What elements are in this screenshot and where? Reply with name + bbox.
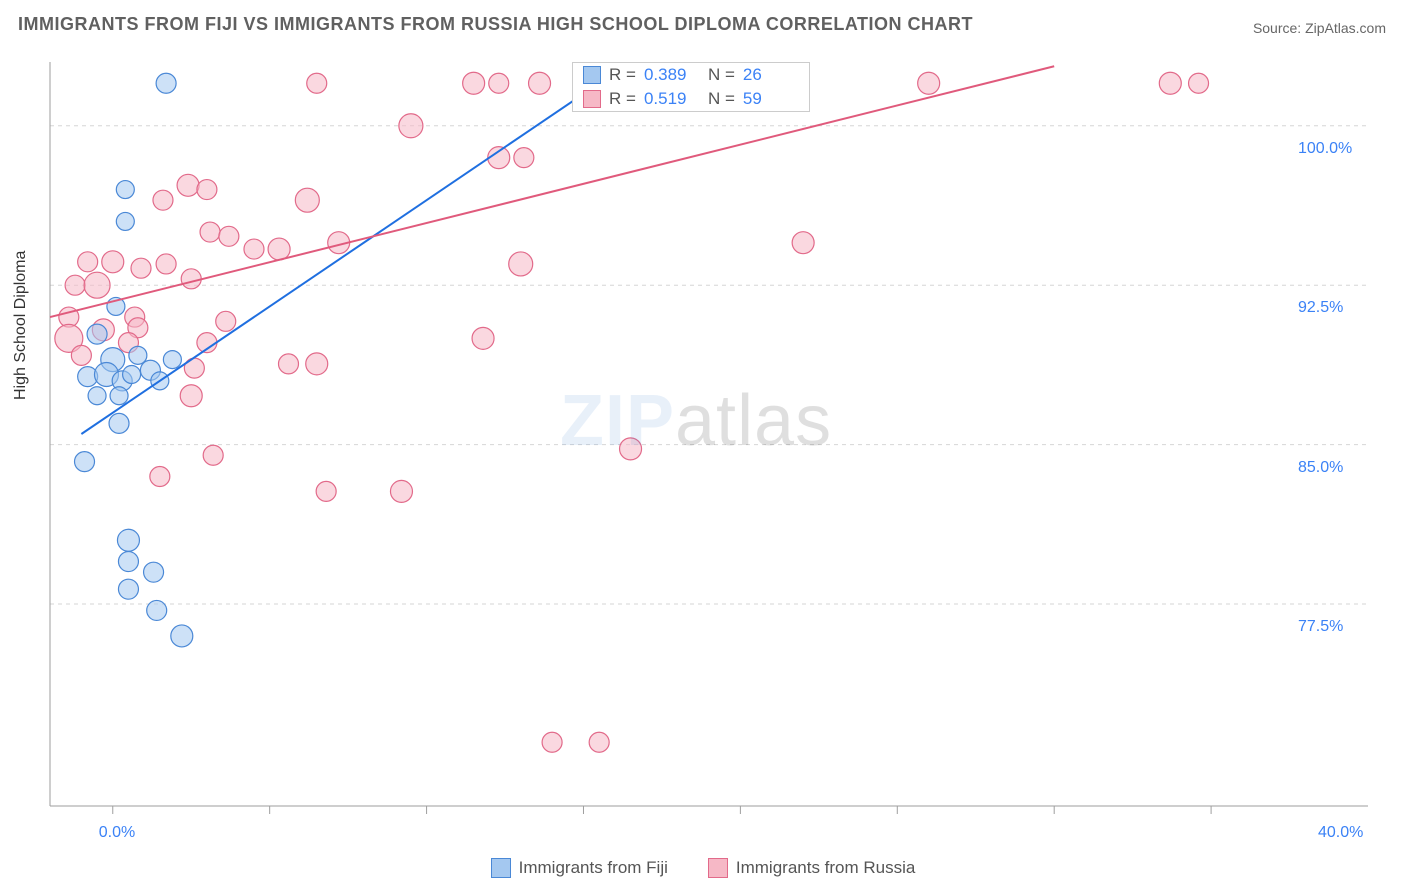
scatter-point xyxy=(1159,72,1181,94)
scatter-point xyxy=(84,272,110,298)
trend-line xyxy=(81,73,614,434)
chart-title: IMMIGRANTS FROM FIJI VS IMMIGRANTS FROM … xyxy=(18,14,973,35)
scatter-point xyxy=(65,275,85,295)
y-tick-label: 77.5% xyxy=(1298,618,1343,636)
swatch-russia xyxy=(583,90,601,108)
y-tick-label: 92.5% xyxy=(1298,299,1343,317)
scatter-point xyxy=(156,254,176,274)
scatter-point xyxy=(472,327,494,349)
stat-n-value-russia: 59 xyxy=(743,89,799,109)
scatter-point xyxy=(244,239,264,259)
scatter-point xyxy=(153,190,173,210)
scatter-point xyxy=(390,480,412,502)
source-link[interactable]: ZipAtlas.com xyxy=(1305,20,1386,36)
y-tick-label: 100.0% xyxy=(1298,140,1352,158)
scatter-plot xyxy=(50,62,1368,806)
chart-source: Source: ZipAtlas.com xyxy=(1253,20,1386,36)
scatter-point xyxy=(542,732,562,752)
scatter-point xyxy=(219,226,239,246)
legend-swatch-russia xyxy=(708,858,728,878)
stat-r-label: R = xyxy=(609,65,636,85)
scatter-point xyxy=(200,222,220,242)
scatter-point xyxy=(110,387,128,405)
bottom-legend: Immigrants from Fiji Immigrants from Rus… xyxy=(0,858,1406,878)
scatter-point xyxy=(589,732,609,752)
legend-item-fiji: Immigrants from Fiji xyxy=(491,858,668,878)
scatter-point xyxy=(1189,73,1209,93)
scatter-point xyxy=(123,365,141,383)
scatter-point xyxy=(118,552,138,572)
scatter-point xyxy=(295,188,319,212)
scatter-point xyxy=(156,73,176,93)
legend-label-russia: Immigrants from Russia xyxy=(736,858,915,878)
scatter-point xyxy=(71,345,91,365)
scatter-point xyxy=(75,452,95,472)
legend-label-fiji: Immigrants from Fiji xyxy=(519,858,668,878)
y-axis-label: High School Diploma xyxy=(12,251,30,400)
stat-r-value-fiji: 0.389 xyxy=(644,65,700,85)
scatter-point xyxy=(150,467,170,487)
stat-r-label: R = xyxy=(609,89,636,109)
stat-n-label: N = xyxy=(708,65,735,85)
scatter-point xyxy=(197,180,217,200)
scatter-point xyxy=(171,625,193,647)
scatter-point xyxy=(147,600,167,620)
x-tick-max: 40.0% xyxy=(1318,824,1363,842)
scatter-point xyxy=(129,346,147,364)
y-tick-label: 85.0% xyxy=(1298,459,1343,477)
scatter-point xyxy=(88,387,106,405)
scatter-point xyxy=(216,311,236,331)
scatter-point xyxy=(109,413,129,433)
scatter-point xyxy=(307,73,327,93)
scatter-point xyxy=(131,258,151,278)
scatter-point xyxy=(620,438,642,460)
legend-item-russia: Immigrants from Russia xyxy=(708,858,915,878)
swatch-fiji xyxy=(583,66,601,84)
stat-n-label: N = xyxy=(708,89,735,109)
stats-row-fiji: R = 0.389 N = 26 xyxy=(573,63,809,87)
stats-legend: R = 0.389 N = 26 R = 0.519 N = 59 xyxy=(572,62,810,112)
scatter-point xyxy=(316,481,336,501)
scatter-point xyxy=(87,324,107,344)
stats-row-russia: R = 0.519 N = 59 xyxy=(573,87,809,111)
scatter-point xyxy=(514,148,534,168)
scatter-point xyxy=(102,251,124,273)
scatter-point xyxy=(203,445,223,465)
scatter-point xyxy=(529,72,551,94)
scatter-point xyxy=(399,114,423,138)
scatter-point xyxy=(117,529,139,551)
legend-swatch-fiji xyxy=(491,858,511,878)
scatter-point xyxy=(163,351,181,369)
scatter-point xyxy=(268,238,290,260)
scatter-point xyxy=(180,385,202,407)
scatter-point xyxy=(918,72,940,94)
scatter-point xyxy=(181,269,201,289)
scatter-point xyxy=(489,73,509,93)
scatter-point xyxy=(118,579,138,599)
stat-n-value-fiji: 26 xyxy=(743,65,799,85)
source-label: Source: xyxy=(1253,20,1301,36)
scatter-point xyxy=(116,212,134,230)
scatter-point xyxy=(509,252,533,276)
scatter-point xyxy=(278,354,298,374)
scatter-point xyxy=(792,232,814,254)
scatter-point xyxy=(116,181,134,199)
scatter-point xyxy=(177,174,199,196)
scatter-point xyxy=(78,252,98,272)
scatter-point xyxy=(463,72,485,94)
stat-r-value-russia: 0.519 xyxy=(644,89,700,109)
scatter-point xyxy=(306,353,328,375)
plot-svg xyxy=(50,62,1368,806)
scatter-point xyxy=(144,562,164,582)
x-tick-min: 0.0% xyxy=(99,824,135,842)
